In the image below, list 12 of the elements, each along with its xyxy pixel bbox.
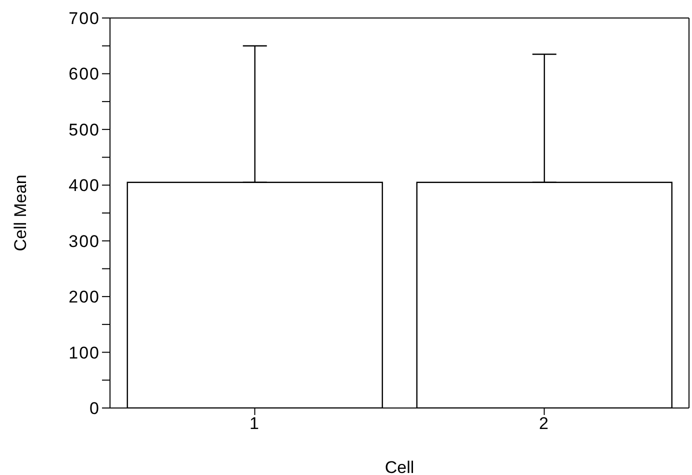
y-tick-label: 400 — [68, 176, 100, 196]
y-tick-label: 100 — [68, 343, 100, 362]
y-tick-label: 300 — [68, 232, 100, 251]
y-tick-label: 700 — [68, 9, 100, 28]
y-tick-label: 600 — [68, 64, 100, 84]
y-axis-title: Cell Mean — [11, 174, 30, 252]
y-tick-label: 200 — [68, 288, 100, 307]
x-tick-label: 1 — [250, 414, 260, 434]
y-tick-label: 500 — [68, 120, 100, 140]
x-tick-label: 2 — [539, 414, 550, 434]
x-axis-title: Cell — [384, 458, 414, 475]
y-tick-label: 0 — [90, 399, 100, 418]
